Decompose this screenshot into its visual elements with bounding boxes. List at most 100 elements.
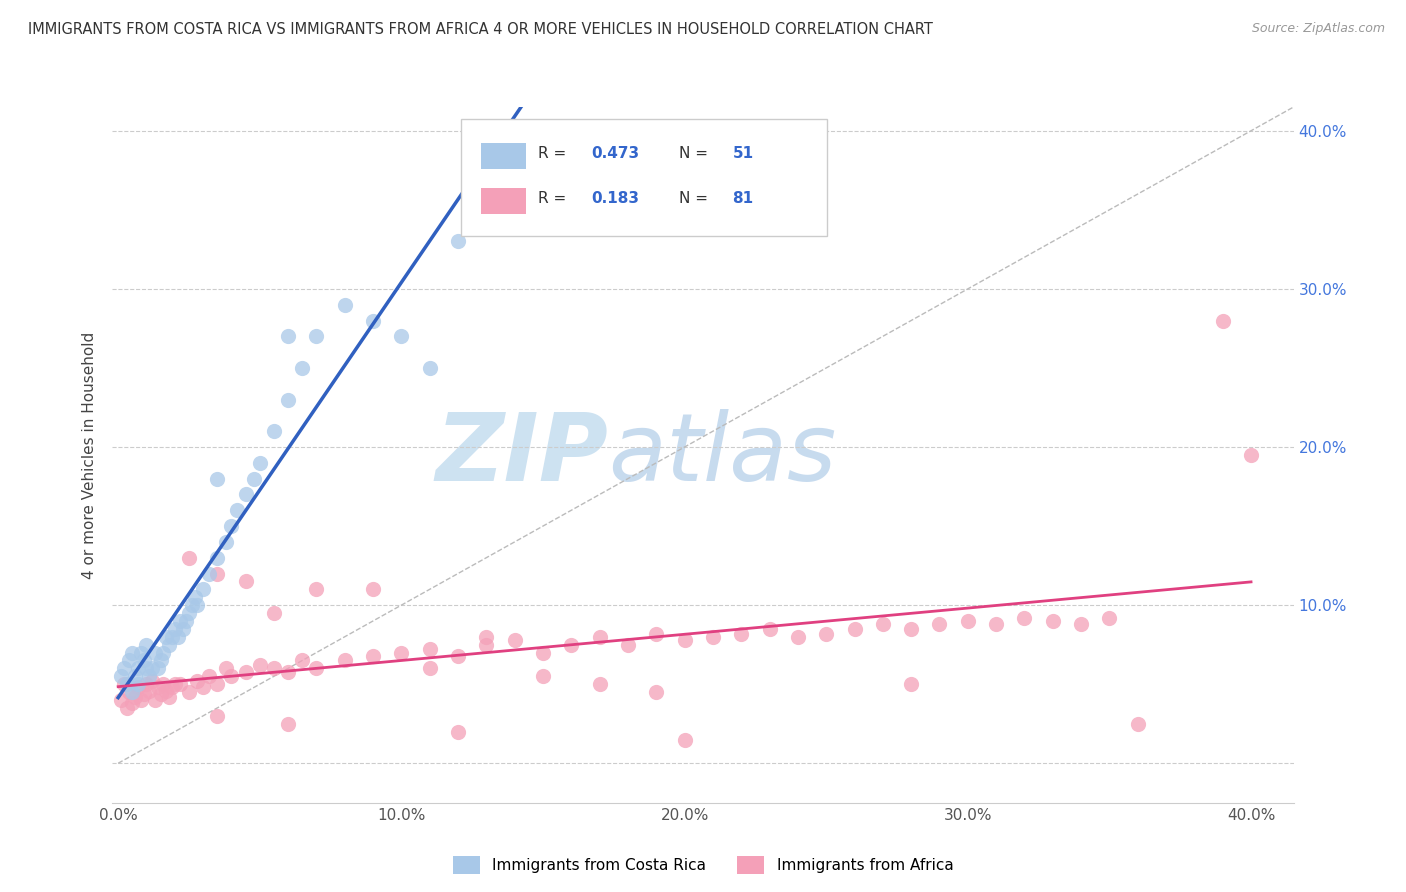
Point <box>645 626 668 640</box>
Point <box>263 606 285 620</box>
Point <box>127 681 149 695</box>
Point <box>118 653 141 667</box>
Point <box>207 566 229 581</box>
Legend: Immigrants from Costa Rica, Immigrants from Africa: Immigrants from Costa Rica, Immigrants f… <box>447 850 959 880</box>
Point <box>110 693 132 707</box>
Point <box>215 661 238 675</box>
Point <box>177 606 200 620</box>
Point <box>333 298 356 312</box>
Point <box>305 329 328 343</box>
Point <box>149 653 172 667</box>
Point <box>235 487 257 501</box>
Point <box>291 653 314 667</box>
Point <box>617 638 640 652</box>
Point <box>169 677 191 691</box>
Point <box>277 665 299 679</box>
Point <box>928 617 950 632</box>
Text: atlas: atlas <box>609 409 837 500</box>
Point <box>124 690 146 704</box>
Point <box>263 424 285 438</box>
Point <box>177 685 200 699</box>
Point <box>956 614 979 628</box>
Point <box>141 674 163 689</box>
Point <box>110 669 132 683</box>
Point <box>235 574 257 589</box>
Point <box>118 685 141 699</box>
Point <box>121 646 143 660</box>
Point <box>419 661 441 675</box>
Bar <box>481 187 526 214</box>
Point <box>249 456 271 470</box>
Point <box>221 669 243 683</box>
Text: N =: N = <box>679 192 713 206</box>
Point <box>135 638 157 652</box>
Point <box>132 653 155 667</box>
Point <box>1098 611 1121 625</box>
Point <box>291 360 314 375</box>
Point <box>207 550 229 565</box>
Point <box>277 716 299 731</box>
Point <box>186 598 208 612</box>
Point <box>786 630 808 644</box>
Point <box>129 693 152 707</box>
Point <box>180 598 202 612</box>
Point <box>177 550 200 565</box>
Point <box>174 614 197 628</box>
Point <box>143 693 166 707</box>
Point <box>226 503 249 517</box>
Point <box>531 669 554 683</box>
Point <box>730 626 752 640</box>
Point <box>263 661 285 675</box>
Point <box>155 630 177 644</box>
Point <box>191 681 214 695</box>
Point <box>197 566 219 581</box>
Point <box>172 622 194 636</box>
Point <box>157 638 180 652</box>
Point <box>129 646 152 660</box>
Point <box>758 622 780 636</box>
Text: 81: 81 <box>733 192 754 206</box>
Point <box>447 235 470 249</box>
Point <box>503 632 526 647</box>
Point <box>135 677 157 691</box>
Point <box>207 708 229 723</box>
Point <box>163 677 186 691</box>
Point <box>149 687 172 701</box>
Point <box>124 669 146 683</box>
Point <box>389 646 412 660</box>
Point <box>447 724 470 739</box>
Point <box>1126 716 1149 731</box>
Text: Source: ZipAtlas.com: Source: ZipAtlas.com <box>1251 22 1385 36</box>
Point <box>673 732 696 747</box>
Point <box>207 677 229 691</box>
Point <box>333 653 356 667</box>
Point <box>166 630 188 644</box>
FancyBboxPatch shape <box>461 119 827 235</box>
Point <box>146 681 169 695</box>
Point <box>361 582 384 597</box>
Point <box>389 329 412 343</box>
Point <box>1212 313 1234 327</box>
Point <box>531 646 554 660</box>
Point <box>277 329 299 343</box>
Point <box>146 661 169 675</box>
Point <box>900 677 922 691</box>
Text: N =: N = <box>679 146 713 161</box>
Text: 0.473: 0.473 <box>591 146 638 161</box>
Point <box>138 669 160 683</box>
Text: R =: R = <box>537 192 571 206</box>
Text: ZIP: ZIP <box>436 409 609 501</box>
Point <box>127 677 149 691</box>
Point <box>645 685 668 699</box>
Point <box>135 661 157 675</box>
Point <box>127 661 149 675</box>
Point <box>361 313 384 327</box>
Point <box>186 674 208 689</box>
Point <box>191 582 214 597</box>
Text: R =: R = <box>537 146 571 161</box>
Point <box>447 648 470 663</box>
Point <box>815 626 838 640</box>
Y-axis label: 4 or more Vehicles in Household: 4 or more Vehicles in Household <box>82 331 97 579</box>
Point <box>235 665 257 679</box>
Point <box>560 638 582 652</box>
